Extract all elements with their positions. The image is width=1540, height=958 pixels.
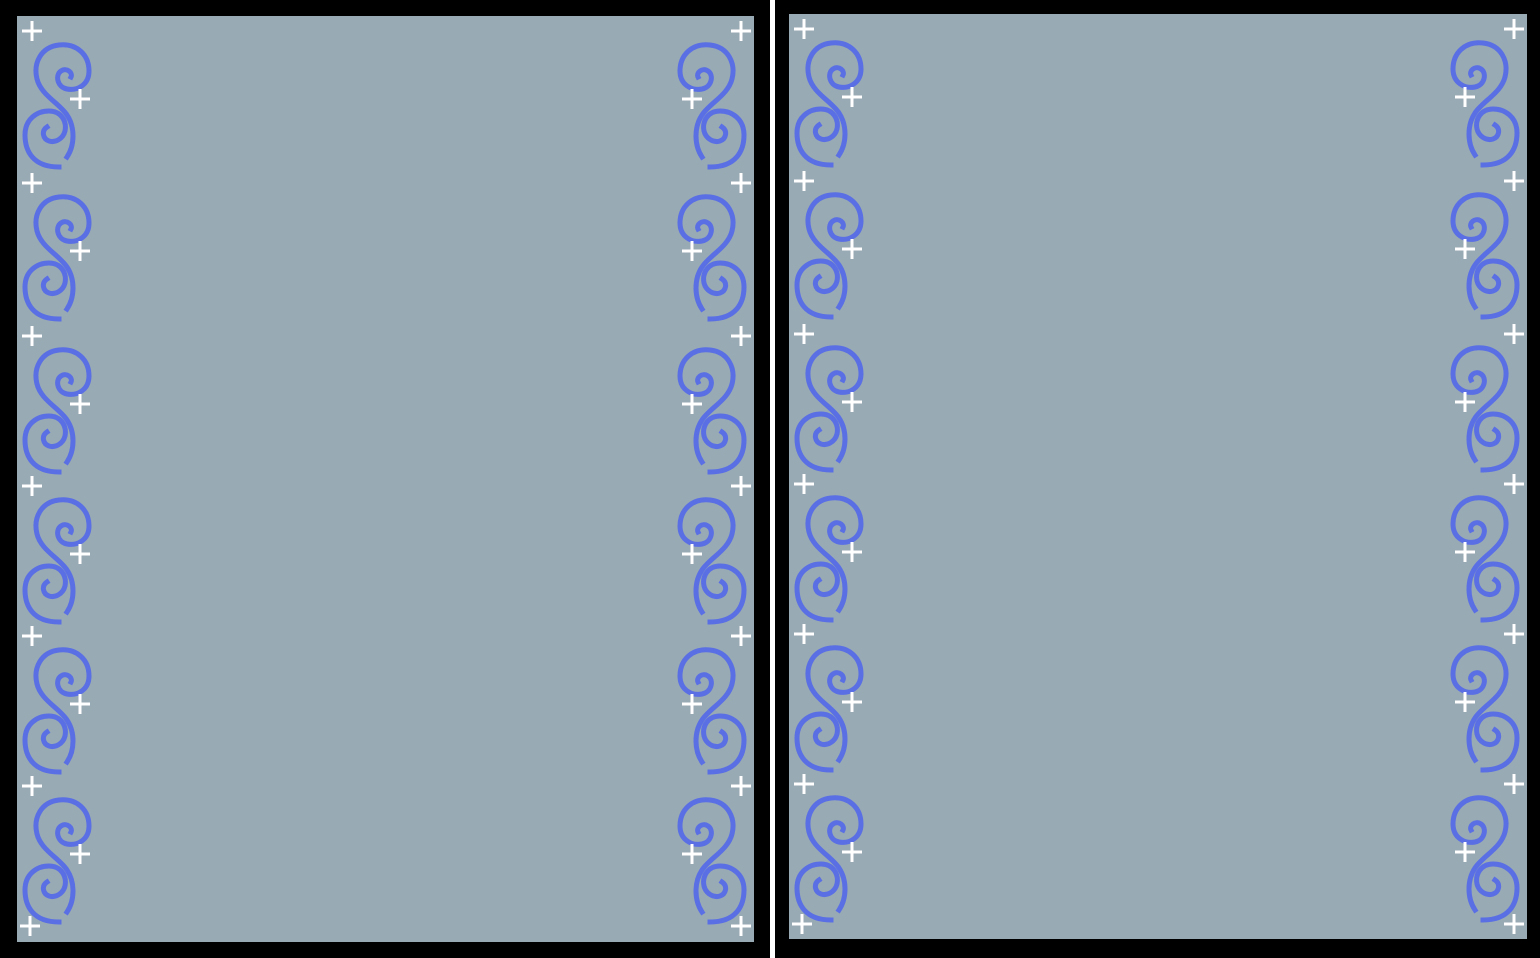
swirl-icon	[22, 194, 92, 322]
sparkle-icon	[792, 914, 812, 934]
swirl-icon	[794, 795, 864, 923]
sparkle-icon	[70, 89, 90, 109]
sparkle-icon	[731, 776, 751, 796]
sparkle-icon	[70, 241, 90, 261]
swirl-icon	[1450, 795, 1520, 923]
sparkle-icon	[842, 842, 862, 862]
swirl-icon	[677, 347, 747, 475]
swirl-icon	[22, 347, 92, 475]
swirl-icon	[1450, 192, 1520, 320]
sparkle-icon	[794, 774, 814, 794]
panel-divider	[770, 0, 775, 958]
sparkle-icon	[1455, 542, 1475, 562]
sparkle-icon	[842, 692, 862, 712]
sparkle-icon	[794, 324, 814, 344]
sparkle-icon	[731, 626, 751, 646]
sparkle-icon	[842, 87, 862, 107]
left-panel	[17, 16, 754, 942]
sparkle-icon	[22, 326, 42, 346]
sparkle-icon	[731, 21, 751, 41]
sparkle-icon	[1504, 474, 1524, 494]
swirl-icon	[794, 645, 864, 773]
sparkle-icon	[842, 392, 862, 412]
sparkle-icon	[682, 844, 702, 864]
swirl-icon	[1450, 645, 1520, 773]
sparkle-icon	[1504, 774, 1524, 794]
sparkle-icon	[22, 476, 42, 496]
sparkle-icon	[1455, 692, 1475, 712]
sparkle-icon	[70, 544, 90, 564]
sparkle-icon	[1455, 239, 1475, 259]
sparkle-icon	[22, 173, 42, 193]
sparkle-icon	[794, 19, 814, 39]
swirl-icon	[1450, 40, 1520, 168]
sparkle-icon	[682, 241, 702, 261]
sparkle-icon	[682, 394, 702, 414]
sparkle-icon	[731, 326, 751, 346]
sparkle-icon	[731, 476, 751, 496]
sparkle-icon	[1504, 624, 1524, 644]
right-panel-canvas	[792, 19, 1524, 934]
sparkle-icon	[794, 624, 814, 644]
sparkle-icon	[1504, 914, 1524, 934]
sparkle-icon	[731, 173, 751, 193]
swirl-icon	[1450, 345, 1520, 473]
sparkle-icon	[1455, 392, 1475, 412]
sparkle-icon	[22, 626, 42, 646]
sparkle-icon	[1455, 87, 1475, 107]
swirl-icon	[794, 40, 864, 168]
swirl-icon	[677, 497, 747, 625]
sparkle-icon	[1504, 171, 1524, 191]
swirl-icon	[1450, 495, 1520, 623]
sparkle-icon	[731, 916, 751, 936]
sparkle-icon	[842, 542, 862, 562]
sparkle-icon	[1504, 19, 1524, 39]
sparkle-icon	[70, 394, 90, 414]
sparkle-icon	[682, 694, 702, 714]
sparkle-icon	[682, 89, 702, 109]
swirl-icon	[22, 497, 92, 625]
swirl-icon	[794, 345, 864, 473]
sparkle-icon	[1504, 324, 1524, 344]
sparkle-icon	[20, 916, 40, 936]
swirl-icon	[794, 192, 864, 320]
sparkle-icon	[22, 21, 42, 41]
swirl-icon	[677, 42, 747, 170]
sparkle-icon	[842, 239, 862, 259]
swirl-icon	[22, 42, 92, 170]
swirl-icon	[22, 647, 92, 775]
sparkle-icon	[1455, 842, 1475, 862]
sparkle-icon	[22, 776, 42, 796]
left-panel-canvas	[20, 21, 751, 936]
swirl-icon	[677, 647, 747, 775]
swirl-icon	[677, 797, 747, 925]
sparkle-icon	[70, 694, 90, 714]
sparkle-icon	[794, 171, 814, 191]
sparkle-icon	[70, 844, 90, 864]
sparkle-icon	[794, 474, 814, 494]
swirl-icon	[794, 495, 864, 623]
sparkle-icon	[682, 544, 702, 564]
right-panel	[789, 14, 1527, 939]
swirl-icon	[677, 194, 747, 322]
swirl-icon	[22, 797, 92, 925]
